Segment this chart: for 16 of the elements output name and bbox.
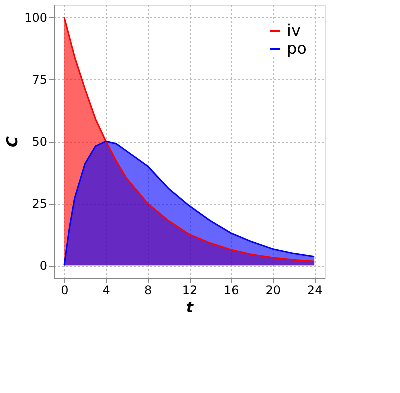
x-tick-label: 20 bbox=[266, 284, 282, 298]
x-tick-label: 12 bbox=[182, 284, 198, 298]
y-tick-label: 75 bbox=[32, 72, 48, 87]
legend-label: po bbox=[287, 39, 307, 58]
y-tick-label: 100 bbox=[24, 10, 48, 25]
x-axis-title: t bbox=[186, 298, 194, 316]
x-tick-label: 4 bbox=[102, 284, 110, 298]
x-tick-label: 24 bbox=[307, 284, 323, 298]
y-tick-label: 25 bbox=[32, 197, 48, 212]
y-axis-title: C bbox=[4, 136, 22, 148]
y-tick-label: 50 bbox=[32, 135, 48, 149]
y-tick-label: 0 bbox=[40, 259, 48, 274]
x-tick-label: 0 bbox=[61, 284, 69, 298]
x-tick-label: 8 bbox=[144, 284, 152, 298]
legend-label: iv bbox=[287, 21, 301, 40]
x-tick-label: 16 bbox=[224, 284, 240, 298]
